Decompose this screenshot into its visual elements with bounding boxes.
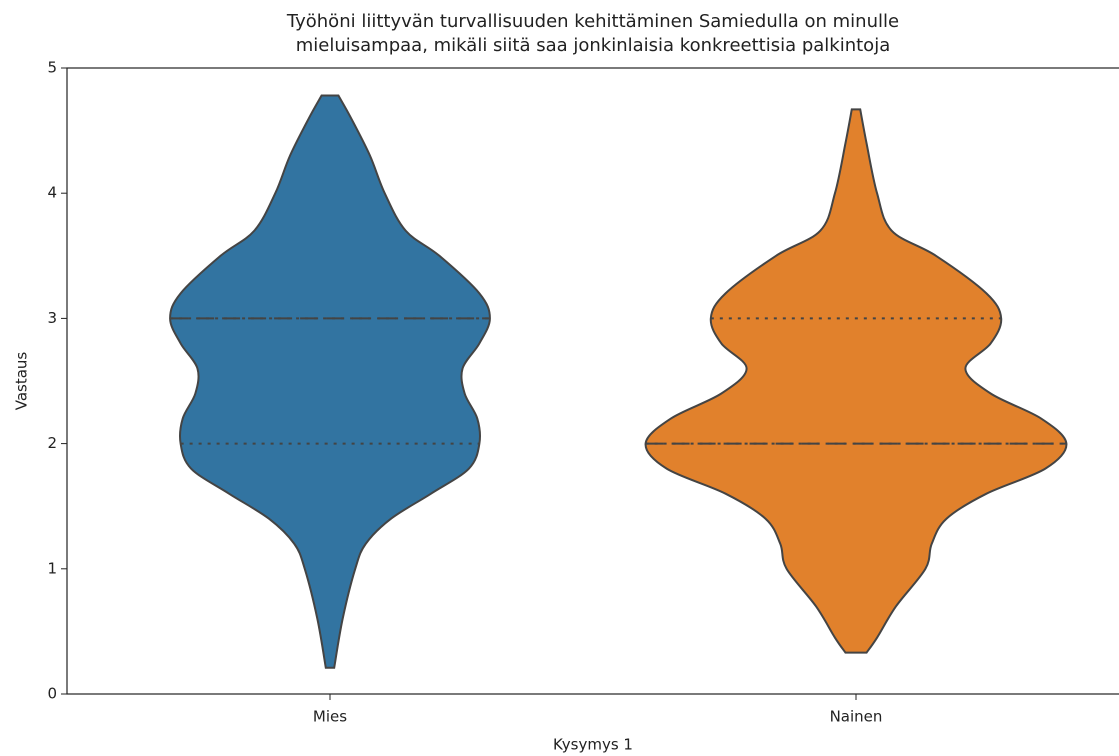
y-tick-label: 0: [47, 685, 57, 703]
y-tick-label: 4: [47, 184, 57, 202]
y-tick-label: 1: [47, 559, 57, 577]
violin-body: [169, 94, 491, 669]
y-axis-label: Vastaus: [13, 352, 31, 411]
y-tick-label: 3: [47, 309, 57, 327]
y-tick-label: 2: [47, 434, 57, 452]
violin-body: [644, 108, 1068, 654]
plot-frame: [66, 67, 1119, 695]
y-tick-label: 5: [47, 59, 57, 77]
x-tick-label: Mies: [313, 708, 347, 726]
chart-title: Työhöni liittyvän turvallisuuden kehittä…: [286, 11, 899, 32]
chart-title: mieluisampaa, mikäli siitä saa jonkinlai…: [296, 35, 890, 56]
x-tick-label: Nainen: [830, 708, 883, 726]
x-axis-label: Kysymys 1: [553, 736, 633, 754]
